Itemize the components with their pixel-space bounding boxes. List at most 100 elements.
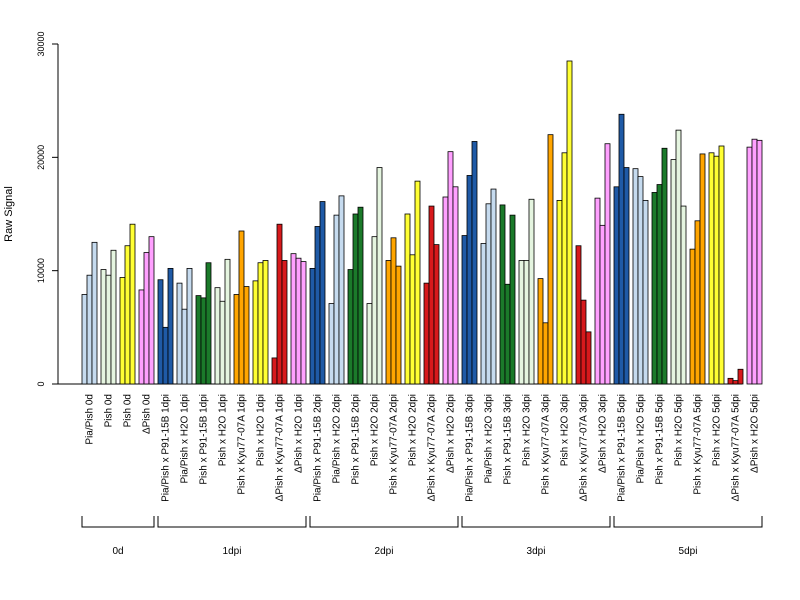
bar (618, 113, 625, 385)
x-tick-label: ΔPish x H2O 5dpi (750, 394, 761, 473)
bar (528, 198, 535, 385)
x-tick-label: ΔPish x H2O 1dpi (294, 394, 305, 473)
bar (276, 223, 283, 385)
bar (518, 260, 525, 385)
bar (452, 186, 459, 385)
x-tick-label: Pish x P91-15B 5dpi (655, 394, 666, 485)
bar (485, 203, 492, 385)
bar (395, 265, 402, 385)
bar (195, 295, 202, 385)
y-tick-label: 0 (36, 381, 46, 386)
bar (447, 151, 454, 385)
x-tick-label: Pia/Pish 0d (85, 394, 96, 445)
bar (119, 277, 126, 385)
x-tick-label: Pish x H2O 5dpi (712, 394, 723, 466)
bar (509, 214, 516, 385)
bar (281, 260, 288, 385)
bar (371, 236, 378, 385)
bar (556, 199, 563, 385)
x-tick-label: Pish x H2O 3dpi (560, 394, 571, 466)
bar (466, 175, 473, 385)
bar (680, 205, 687, 385)
bar (670, 159, 677, 385)
bar (689, 248, 696, 385)
x-tick-label: Pish x H2O 1dpi (256, 394, 267, 466)
bar (423, 282, 430, 385)
bar (338, 195, 345, 385)
x-tick-label: Pish x P91-15B 1dpi (199, 394, 210, 485)
x-tick-label: Pish x Kyu77-07A 5dpi (693, 394, 704, 495)
bar (271, 357, 278, 385)
bar (138, 289, 145, 385)
bar (186, 267, 193, 385)
bar (537, 278, 544, 385)
bar (295, 257, 302, 385)
timepoint-bracket (461, 516, 611, 528)
x-tick-label: Pish x P91-15B 3dpi (503, 394, 514, 485)
x-tick-label: Pish 0d (104, 394, 115, 427)
bar (205, 262, 212, 385)
y-axis: 0 10000 20000 30000 (36, 31, 59, 387)
x-tick-label: Pish x Kyu77-07A 2dpi (389, 394, 400, 495)
timepoint-label: 5dpi (679, 546, 698, 557)
bar (428, 205, 435, 385)
bar (200, 297, 207, 385)
bar (656, 184, 663, 385)
bar (708, 152, 715, 385)
bar (290, 253, 297, 385)
x-tick-label: Pia/Pish x P91-15B 1dpi (161, 394, 172, 502)
x-tick-label: Pia/Pish x P91-15B 3dpi (465, 394, 476, 502)
bar (599, 224, 606, 385)
x-tick-label: ΔPish x Kyu77-07A 1dpi (275, 394, 286, 501)
bar (613, 186, 620, 385)
bar (409, 254, 416, 385)
bar (333, 214, 340, 385)
x-tick-label: Pish x H2O 2dpi (408, 394, 419, 466)
bar (352, 213, 359, 385)
x-tick-label: Pia/Pish x H2O 2dpi (332, 394, 343, 484)
bar (694, 220, 701, 385)
x-tick-label: Pia/Pish x H2O 1dpi (180, 394, 191, 484)
bar (357, 206, 364, 385)
bar (243, 286, 250, 385)
bar (718, 145, 725, 385)
bar (404, 213, 411, 385)
x-tick-label: Pish 0d (123, 394, 134, 427)
x-tick-labels: Pia/Pish 0d Pish 0d Pish 0d ΔPish 0d Pia/Pis… (85, 394, 761, 502)
x-tick-label: Pish x H2O 2dpi (370, 394, 381, 466)
bar (366, 303, 373, 385)
bar (124, 245, 131, 385)
bar (675, 129, 682, 385)
bar (490, 188, 497, 385)
bar (257, 262, 264, 385)
x-tick-label: Pia/Pish x H2O 3dpi (484, 394, 495, 484)
bar (637, 176, 644, 385)
bar (566, 60, 573, 385)
timepoint-bracket (81, 516, 155, 528)
bar (523, 260, 530, 385)
timepoint-bracket (309, 516, 459, 528)
bar (433, 244, 440, 385)
y-tick-label: 10000 (36, 258, 46, 283)
bar (594, 197, 601, 385)
bar (661, 147, 668, 385)
bar (238, 230, 245, 385)
bar (86, 274, 93, 385)
bar (547, 134, 554, 385)
bar (746, 146, 753, 385)
bar (390, 237, 397, 385)
bar (148, 236, 155, 385)
x-tick-label: ΔPish x Kyu77-07A 5dpi (731, 394, 742, 501)
x-tick-label: Pish x H2O 1dpi (218, 394, 229, 466)
bar (699, 153, 706, 385)
timepoint-brackets: 0d 1dpi 2dpi 3dpi 5dpi (81, 516, 763, 557)
bar (224, 258, 231, 385)
bar (300, 261, 307, 385)
bar (651, 192, 658, 385)
bar (471, 141, 478, 385)
timepoint-bracket (157, 516, 307, 528)
x-tick-label: Pia/Pish x P91-15B 2dpi (313, 394, 324, 502)
x-tick-label: ΔPish x Kyu77-07A 2dpi (427, 394, 438, 501)
bar (176, 282, 183, 385)
bar (713, 155, 720, 385)
